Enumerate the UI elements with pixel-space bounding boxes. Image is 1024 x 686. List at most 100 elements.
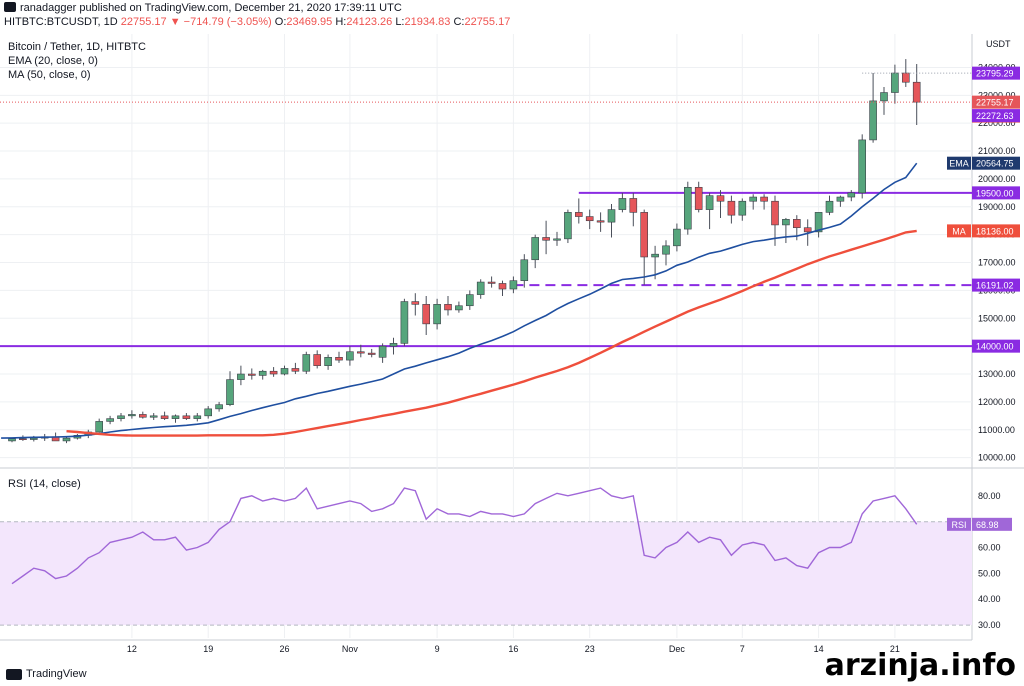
candle-body [542,237,550,241]
candle-body [117,415,125,419]
rsi-tick-label: 80.00 [978,491,1001,501]
candle-body [422,304,431,325]
candle-body [880,92,888,102]
candle-body [400,301,409,344]
level-price-label: 14000.00 [976,342,1014,352]
candle-body [487,281,496,284]
candle-body [847,192,856,198]
candle-body [324,357,332,366]
level-price-label-bg [972,278,1020,292]
candle-body [106,418,114,422]
rsi-tick-label: 30.00 [978,620,1001,630]
candle-body [673,228,681,247]
price-tick-label: 15000.00 [978,313,1016,323]
price-tick-label: 10000.00 [978,453,1016,463]
level-price-label: 16191.02 [976,281,1014,291]
price-change: ▼ −714.79 (−3.05%) [169,16,272,28]
candle-body [215,404,223,410]
candle-body [444,304,452,311]
level-price-label-bg [972,186,1020,200]
rsi-last-value-bg [972,517,1012,531]
candle-body [738,200,747,216]
time-tick-label: 26 [279,644,289,654]
candle-body [258,370,267,376]
ohlc-high-key: H: [335,16,347,28]
candle-body [149,415,158,418]
candle-body [29,437,38,440]
price-tick-label: 19000.00 [978,202,1016,212]
candle-body [825,200,834,213]
candle-body [596,220,605,223]
high-price-label: 23795.29 [976,69,1014,79]
rsi-tag-bg [947,517,971,531]
chart-legend: Bitcoin / Tether, 1D, HITBTC EMA (20, cl… [8,40,146,82]
candle-body [182,415,191,419]
ohlc-open-key: O: [274,16,287,28]
candle-body [705,195,714,210]
candle-body [792,219,801,229]
price-tick-label: 21000.00 [978,146,1016,156]
candle-body [912,81,921,103]
candle-body [269,370,278,375]
time-tick-label: 23 [585,644,595,654]
time-tick-label: 14 [814,644,824,654]
range-low-label-bg [972,109,1020,123]
candle-body [618,198,627,210]
tradingview-logo-icon [6,668,22,680]
candle-body [662,245,670,255]
candle-body [651,253,659,258]
candle-body [498,283,507,290]
price-tick-label: 23000.00 [978,90,1016,100]
candle-body [836,196,845,202]
candle-body [683,186,692,230]
candle-body [803,227,812,233]
candle-body [694,186,703,210]
rsi-tick-label: 60.00 [978,543,1001,553]
candle-body [378,345,387,358]
candle-body [749,196,758,202]
time-tick-label: 7 [740,644,745,654]
candle-body [193,415,202,419]
candle-body [782,219,790,226]
level-price-label-bg [972,339,1020,353]
price-tick-label: 12000.00 [978,397,1016,407]
top-bar: ranadagger published on TradingView.com,… [0,0,1024,34]
legend-title: Bitcoin / Tether, 1D, HITBTC [8,41,146,53]
ma-price-label-tag-bg [947,224,971,238]
candle-body [367,352,376,355]
candle-body [574,212,583,217]
candle-body [455,305,463,311]
candle-body [389,343,398,347]
candle-body [313,354,322,366]
footer-brand: TradingView [6,668,87,680]
candle-body [62,437,71,442]
price-tick-label: 17000.00 [978,258,1016,268]
candle-body [476,281,485,295]
legend-ma: MA (50, close, 0) [8,69,91,81]
level-price-label: 19500.00 [976,188,1014,198]
candle-body [607,209,616,223]
ohlc-open: 23469.95 [286,16,333,28]
last-price: 22755.17 [120,16,167,28]
rsi-band-fill [0,521,972,626]
time-tick-label: Nov [342,644,359,654]
footer-brand-text: TradingView [26,668,87,680]
candle-body [19,438,27,440]
time-tick-label: 19 [203,644,213,654]
symbol-line: HITBTC:BTCUSDT, 1D 22755.17 ▼ −714.79 (−… [4,16,510,28]
candle-body [891,72,899,93]
range-low-label: 22272.63 [976,111,1014,121]
ohlc-close-key: C: [453,16,465,28]
legend-ema: EMA (20, close, 0) [8,55,98,67]
candle-body [553,238,561,241]
last-price-label: 22755.17 [976,98,1014,108]
candle-body [564,212,572,240]
rsi-tag: RSI [951,520,966,530]
ohlc-close: 22755.17 [464,16,511,28]
candle-body [465,294,474,307]
ma-price-label-tag: MA [952,226,966,236]
candle-body [716,195,725,202]
candle-body [520,259,529,281]
candle-body [509,280,518,290]
